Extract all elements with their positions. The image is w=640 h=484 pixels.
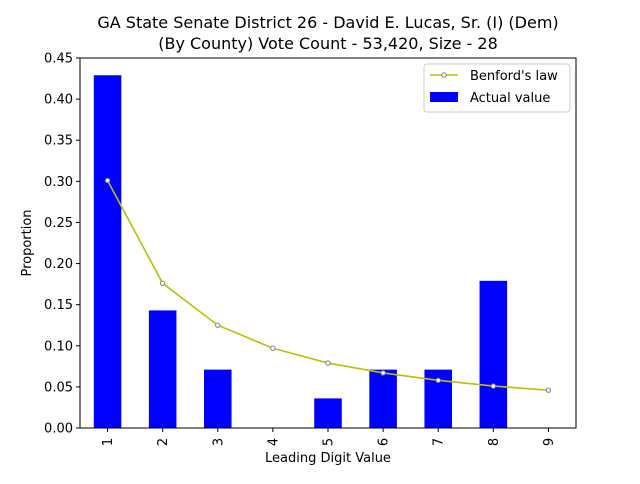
axes-layer: 0.00 0.05 0.10 0.15 0.20 0.25 0.30 0.35 0.40 0.45… [44, 52, 577, 446]
y-tick-label: 0.10 [44, 339, 73, 354]
chart-title-line1: GA State Senate District 26 - David E. L… [97, 13, 558, 32]
bar-digit-2 [148, 310, 177, 428]
x-tick-label: 7 [432, 438, 447, 446]
benford-line-layer [104, 177, 552, 393]
x-tick-label: 4 [266, 438, 281, 446]
legend-label-actual: Actual value [470, 91, 550, 106]
legend-bar-swatch [430, 92, 458, 102]
benford-point-1 [104, 177, 111, 184]
x-tick-label: 2 [156, 438, 171, 446]
benford-point-6 [380, 370, 386, 376]
y-axis-label: Proportion [20, 209, 35, 276]
x-tick-label: 3 [211, 438, 226, 446]
x-tick-label: 6 [377, 438, 392, 446]
legend: Benford's law Actual value [423, 63, 571, 113]
y-tick-label: 0.00 [44, 422, 73, 437]
bar-digit-8 [479, 280, 508, 428]
bar-digit-5 [314, 398, 342, 428]
benford-point-8 [490, 383, 497, 389]
legend-frame [423, 63, 571, 113]
y-tick-label: 0.15 [44, 298, 73, 313]
y-tick-label: 0.25 [44, 216, 73, 231]
x-tick-label: 5 [322, 438, 337, 446]
y-tick-label: 0.05 [44, 380, 73, 395]
y-tick-label: 0.40 [44, 93, 73, 108]
y-tick-label: 0.45 [44, 52, 73, 67]
x-tick-label: 9 [542, 438, 557, 446]
benford-point-4 [270, 345, 276, 351]
bar-digit-1 [93, 75, 122, 429]
bar-digit-3 [204, 369, 232, 428]
x-tick-label: 8 [487, 438, 502, 446]
chart-title-line2: (By County) Vote Count - 53,420, Size - … [158, 34, 498, 53]
legend-line-marker [441, 72, 447, 78]
benford-point-3 [215, 322, 221, 328]
y-tick-label: 0.30 [44, 175, 73, 190]
y-tick-label: 0.35 [44, 134, 73, 149]
x-axis-label: Leading Digit Value [265, 451, 391, 466]
legend-label-benford: Benford's law [470, 69, 558, 84]
y-tick-label: 0.20 [44, 257, 73, 272]
benford-point-9 [545, 387, 552, 393]
bars-layer [93, 75, 508, 429]
bar-digit-6 [369, 369, 397, 428]
benford-point-7 [435, 377, 441, 384]
x-tick-label: 1 [101, 438, 116, 446]
benford-point-2 [159, 280, 166, 286]
benford-point-5 [325, 360, 331, 366]
